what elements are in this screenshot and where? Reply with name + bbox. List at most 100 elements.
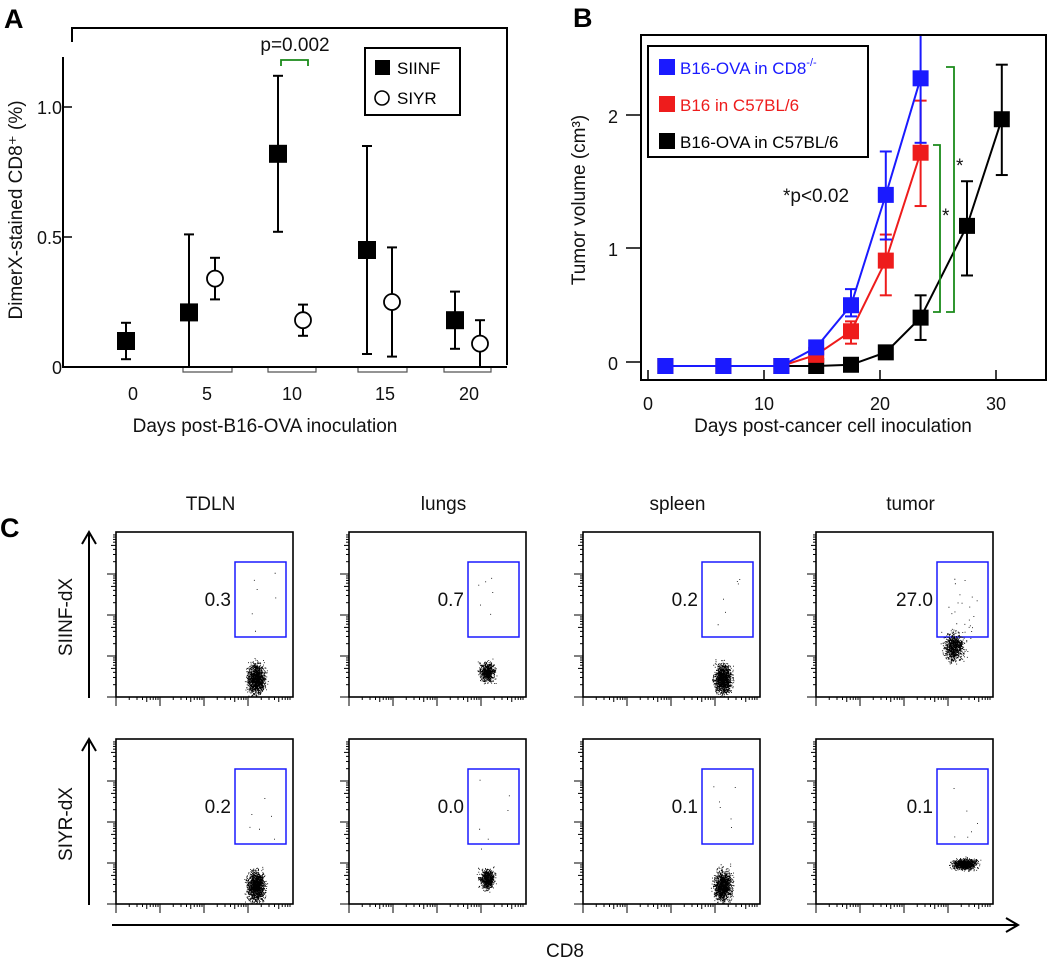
x-group-bracket-a xyxy=(182,368,233,373)
column-title-c: tumor xyxy=(886,494,935,515)
y-tick-label-a: 0 xyxy=(52,358,62,378)
point-b xyxy=(993,111,1010,128)
legend-marker-b xyxy=(659,96,675,112)
gate-percent-label: 27.0 xyxy=(896,590,933,611)
point-b xyxy=(877,252,894,269)
panel-label-a: A xyxy=(4,4,24,34)
y-tick-label-a: 1.0 xyxy=(37,98,62,118)
x-tick-label-a: 5 xyxy=(202,384,212,404)
point-siyr xyxy=(383,293,401,311)
x-axis-title-b: Days post-cancer cell inoculation xyxy=(694,416,972,437)
frame-b xyxy=(640,34,1047,381)
point-b xyxy=(959,217,975,234)
point-b xyxy=(657,358,674,374)
point-b xyxy=(877,344,894,361)
point-b xyxy=(715,358,732,374)
x-axis-title-c: CD8 xyxy=(546,941,584,962)
x-tick-label-b: 30 xyxy=(986,394,1006,414)
gate-percent-label: 0.0 xyxy=(438,797,464,818)
point-b xyxy=(808,339,825,356)
arrowhead-icon xyxy=(81,737,97,752)
event-dots xyxy=(710,786,736,904)
x-tick-label-b: 20 xyxy=(870,394,890,414)
x-tick-label-a: 20 xyxy=(459,384,479,404)
gate-percent-label: 0.2 xyxy=(672,590,698,611)
x-group-bracket-a xyxy=(267,368,317,373)
panel-b: B16-OVA in CD8-/- xyxy=(626,34,1047,381)
point-b xyxy=(912,144,929,161)
flow-plot-frame xyxy=(815,531,994,698)
legend-siinf-label: SIINF xyxy=(397,59,440,78)
event-dots xyxy=(244,572,277,697)
gate-box xyxy=(701,561,754,638)
flow-plot xyxy=(807,738,994,913)
event-dots xyxy=(477,577,498,685)
flow-plot xyxy=(340,738,527,913)
point-b xyxy=(843,297,859,314)
gate-box xyxy=(701,768,754,845)
y-tick-label-a: 0.5 xyxy=(37,228,62,248)
p-value-annotation-b: *p<0.02 xyxy=(783,186,849,207)
flow-plot-frame xyxy=(582,531,761,698)
event-dots xyxy=(949,788,982,872)
panel-label-b: B xyxy=(573,3,593,33)
flow-plot xyxy=(574,738,761,913)
column-title-c: spleen xyxy=(650,494,706,515)
legend-siyr-label: SIYR xyxy=(397,89,437,108)
y-tick-label-b: 2 xyxy=(608,107,618,127)
gate-percent-label: 0.7 xyxy=(438,590,464,611)
gate-box xyxy=(234,768,287,845)
flow-plot xyxy=(107,738,294,913)
panel-a xyxy=(62,27,508,373)
x-group-bracket-a xyxy=(443,368,492,373)
significance-bracket-inner-b xyxy=(933,144,941,313)
flow-plot xyxy=(107,531,294,706)
row-label-c: SIINF-dX xyxy=(56,578,77,656)
point-siyr xyxy=(294,311,312,330)
point-siinf xyxy=(180,303,198,322)
flow-plot-frame xyxy=(348,531,527,698)
arrowhead-icon xyxy=(81,530,97,545)
point-siinf xyxy=(117,332,135,350)
point-siinf xyxy=(269,144,287,163)
legend-label-main: B16-OVA in CD8 xyxy=(680,59,806,78)
frame-a xyxy=(71,27,508,365)
significance-bracket-a xyxy=(280,59,309,66)
legend-b xyxy=(647,45,869,158)
x-tick-label-b: 10 xyxy=(754,394,774,414)
row-label-c: SIYR-dX xyxy=(56,787,77,861)
gate-box xyxy=(467,768,520,845)
column-title-c: TDLN xyxy=(186,494,236,515)
point-siinf xyxy=(446,311,464,330)
x-tick-label-a: 15 xyxy=(375,384,395,404)
point-b xyxy=(912,70,929,87)
legend-label-b: B16-OVA in C57BL/6 xyxy=(680,133,838,152)
gate-box xyxy=(467,561,520,638)
point-b xyxy=(912,309,929,326)
flow-plot xyxy=(574,531,761,706)
flow-plot-frame xyxy=(582,738,761,905)
point-b xyxy=(843,356,859,373)
point-siyr xyxy=(206,269,224,288)
significance-star-outer-b: * xyxy=(956,156,964,177)
event-dots xyxy=(712,579,741,697)
point-b xyxy=(877,186,894,203)
flow-plot-frame xyxy=(115,531,294,698)
point-siyr xyxy=(471,334,489,353)
y-tick-label-b: 1 xyxy=(608,240,618,260)
y-axis-title-b: Tumor volume (cm³) xyxy=(569,115,590,285)
legend-siyr-marker xyxy=(374,90,390,106)
point-b xyxy=(773,358,790,374)
legend-marker-b xyxy=(659,133,675,149)
x-tick-label-b: 0 xyxy=(643,394,653,414)
x-axis-title-a: Days post-B16-OVA inoculation xyxy=(133,416,398,437)
gate-percent-label: 0.1 xyxy=(672,797,698,818)
legend-siinf-marker xyxy=(375,60,390,75)
panel-label-c: C xyxy=(0,513,20,543)
flow-plot-frame xyxy=(115,738,294,905)
legend-label-b: B16-OVA in CD8-/- xyxy=(680,57,817,78)
panel-c xyxy=(81,530,1020,933)
significance-bracket-outer-b xyxy=(946,66,955,313)
arrowhead-icon xyxy=(1005,917,1020,933)
